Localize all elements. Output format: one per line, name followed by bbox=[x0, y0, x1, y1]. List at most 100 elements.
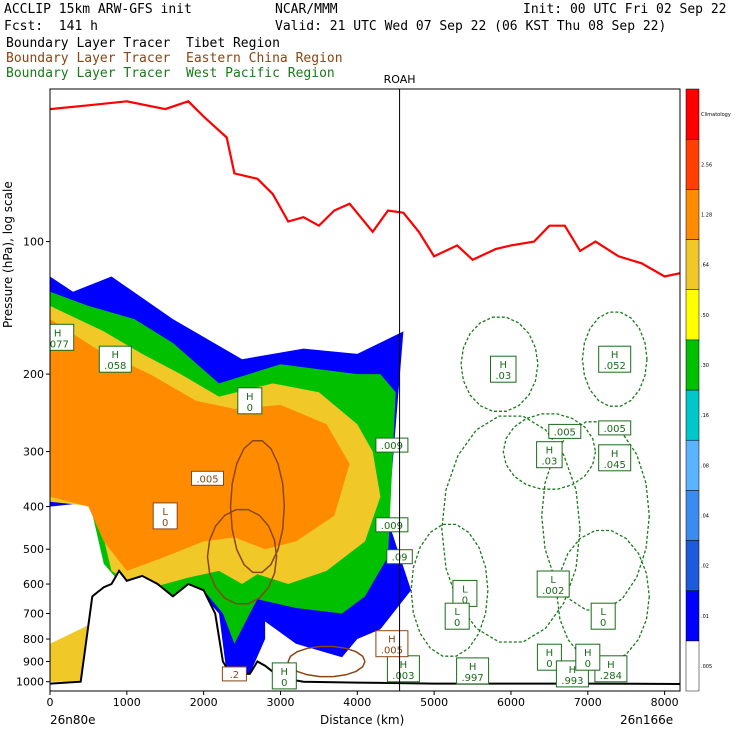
contour-brown-1 bbox=[206, 508, 278, 605]
tracer-tibet-label: Boundary Layer Tracer Tibet Region bbox=[6, 36, 280, 51]
extremum-kind-17: L bbox=[600, 607, 606, 618]
extremum-kind-23: H bbox=[607, 660, 615, 671]
colorbar-swatch-3 bbox=[685, 490, 700, 541]
extremum-box-24 bbox=[575, 643, 601, 671]
extremum-box-18 bbox=[386, 655, 420, 683]
contour-green-3 bbox=[410, 523, 489, 657]
extremum-value-10: .03 bbox=[541, 457, 557, 468]
colorbar-swatch-11 bbox=[685, 88, 700, 140]
tracer-eastern-china-label: Boundary Layer Tracer Eastern China Regi… bbox=[6, 51, 343, 66]
extremum-kind-20: H bbox=[469, 662, 477, 673]
x-tick-label-7: 7000 bbox=[574, 696, 602, 709]
x-tick-label-8: 8000 bbox=[651, 696, 679, 709]
terrain-fill bbox=[50, 570, 680, 691]
extremum-box-9 bbox=[598, 444, 632, 472]
extremum-kind-0: H bbox=[54, 328, 62, 339]
extremum-box-25 bbox=[271, 662, 297, 690]
extremum-value-6: .052 bbox=[604, 361, 626, 372]
y-tick-label-2: 300 bbox=[23, 446, 44, 459]
colorbar-label-0: .005 bbox=[701, 664, 712, 670]
extremum-value-7: .005 bbox=[554, 427, 576, 438]
extremum-box-3 bbox=[191, 470, 224, 486]
colorbar-label-10: 2.56 bbox=[701, 162, 712, 168]
extremum-box-20 bbox=[456, 657, 490, 685]
extremum-value-1: .058 bbox=[104, 361, 126, 372]
extremum-kind-1: H bbox=[112, 350, 120, 361]
extremum-kind-2: H bbox=[246, 392, 254, 403]
colorbar-swatch-1 bbox=[685, 590, 700, 642]
extremum-kind-4: L bbox=[162, 507, 168, 518]
station-label: ROAH bbox=[384, 73, 416, 86]
extremum-box-15 bbox=[536, 570, 570, 598]
extremum-value-16: 0 bbox=[454, 618, 460, 629]
extremum-value-25: 0 bbox=[281, 678, 287, 689]
extremum-box-1 bbox=[98, 345, 132, 373]
colorbar-label-5: .16 bbox=[701, 413, 709, 419]
y-tick-label-3: 400 bbox=[23, 501, 44, 514]
extremum-value-20: .997 bbox=[461, 673, 483, 684]
extremum-box-5 bbox=[490, 355, 517, 383]
colorbar-label-1: .01 bbox=[701, 614, 709, 620]
extremum-value-23: .284 bbox=[600, 671, 622, 682]
extremum-value-4: 0 bbox=[162, 518, 168, 529]
extremum-value-11: .009 bbox=[381, 441, 403, 452]
extremum-box-14 bbox=[452, 579, 478, 607]
extrema-labels: H.077H.058H0.005L0H.03H.052.005.005H.045… bbox=[50, 323, 632, 690]
y-axis-label: Pressure (hPa), log scale bbox=[1, 181, 15, 328]
extremum-kind-19: H bbox=[388, 635, 396, 646]
x-tick-label-3: 3000 bbox=[267, 696, 295, 709]
extremum-box-19 bbox=[375, 630, 409, 658]
terrain-line bbox=[50, 569, 680, 685]
y-tick-label-9: 1000 bbox=[16, 676, 44, 689]
extremum-kind-25: H bbox=[281, 667, 289, 678]
contour-green-5 bbox=[441, 415, 581, 643]
y-tick-label-7: 800 bbox=[23, 633, 44, 646]
extremum-value-12: .009 bbox=[381, 521, 403, 532]
colorbar-swatch-8 bbox=[685, 239, 700, 290]
extremum-value-21: 0 bbox=[546, 659, 552, 670]
terrain bbox=[50, 569, 680, 691]
colorbar-swatch-4 bbox=[685, 439, 700, 491]
contour-green-4 bbox=[556, 529, 650, 663]
extremum-box-6 bbox=[598, 345, 632, 373]
init-time: Init: 00 UTC Fri 02 Sep 22 bbox=[523, 2, 727, 17]
extremum-box-7 bbox=[548, 423, 582, 439]
colorbar-swatch-9 bbox=[685, 189, 700, 240]
extremum-value-15: .002 bbox=[542, 586, 564, 597]
extremum-value-24: 0 bbox=[585, 659, 591, 670]
extremum-kind-6: H bbox=[611, 350, 619, 361]
x-axis-label: Distance (km) bbox=[320, 713, 404, 727]
extremum-box-2 bbox=[237, 387, 263, 415]
x-tick-label-5: 5000 bbox=[420, 696, 448, 709]
x-tick-label-6: 6000 bbox=[497, 696, 525, 709]
extremum-kind-5: H bbox=[500, 360, 508, 371]
extremum-kind-22: H bbox=[569, 665, 577, 676]
extremum-value-26: .2 bbox=[230, 670, 240, 681]
colorbar-label-6: .30 bbox=[701, 363, 709, 369]
extremum-box-0 bbox=[50, 323, 75, 351]
station-marker: ROAH bbox=[384, 73, 416, 691]
extremum-box-16 bbox=[444, 602, 470, 630]
shading-region-3 bbox=[50, 319, 350, 571]
extremum-box-10 bbox=[536, 441, 563, 469]
x-tick-label-0: 0 bbox=[47, 696, 54, 709]
contour-green-0 bbox=[460, 316, 539, 412]
contour-green-2 bbox=[502, 413, 597, 490]
extremum-box-8 bbox=[598, 420, 632, 436]
colorbar-label-9: 1.28 bbox=[701, 212, 712, 218]
contour-brown-2 bbox=[287, 645, 366, 678]
y-tick-label-1: 200 bbox=[23, 368, 44, 381]
extremum-kind-9: H bbox=[611, 449, 619, 460]
x-tick-label-1: 1000 bbox=[113, 696, 141, 709]
extremum-kind-24: H bbox=[584, 648, 592, 659]
valid-time: Valid: 21 UTC Wed 07 Sep 22 (06 KST Thu … bbox=[275, 19, 667, 34]
extremum-kind-18: H bbox=[400, 660, 408, 671]
colorbar-label-11: Climatology bbox=[701, 112, 731, 118]
model-title: ACCLIP 15km ARW-GFS init bbox=[4, 2, 192, 17]
contour-brown-0 bbox=[229, 439, 286, 574]
forecast-hour: Fcst: 141 h bbox=[4, 19, 98, 34]
extremum-kind-14: L bbox=[462, 584, 468, 595]
contour-green-1 bbox=[581, 311, 648, 407]
